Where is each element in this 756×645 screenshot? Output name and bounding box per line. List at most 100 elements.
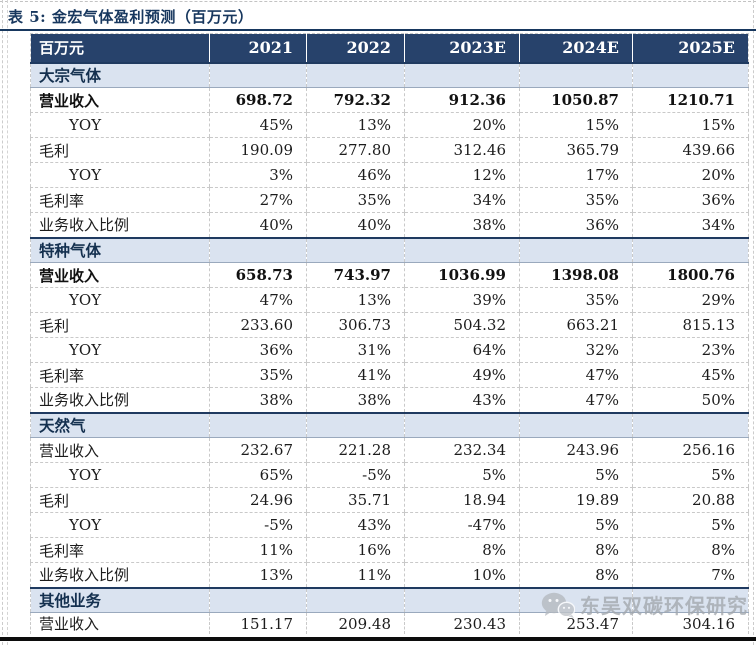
profit-forecast-table: 百万元 2021 2022 2023E 2024E 2025E 大宗气体 营业收入…	[30, 33, 749, 634]
value-cell: 35%	[209, 362, 307, 388]
row-label: YOY	[30, 462, 210, 488]
section-name: 特种气体	[30, 236, 210, 263]
table-row: YOY 65% -5% 5% 5% 5%	[30, 462, 749, 488]
value-cell: 41%	[306, 362, 405, 388]
table-row: YOY 3% 46% 12% 17% 20%	[30, 162, 749, 188]
title-underline	[0, 29, 756, 31]
value-cell: -47%	[404, 512, 520, 538]
table-row: 毛利 190.09 277.80 312.46 365.79 439.66	[30, 137, 749, 163]
value-cell: 20.88	[632, 487, 749, 513]
value-cell: 45%	[632, 362, 749, 388]
value-cell: -5%	[306, 462, 405, 488]
value-cell: 698.72	[209, 87, 307, 113]
value-cell: 35%	[519, 187, 633, 213]
value-cell: 34%	[632, 212, 749, 238]
value-cell: 663.21	[519, 312, 633, 338]
value-cell: 8%	[404, 537, 520, 563]
value-cell: 13%	[306, 112, 405, 138]
value-cell: 34%	[404, 187, 520, 213]
value-cell: 36%	[209, 337, 307, 363]
value-cell: 277.80	[306, 137, 405, 163]
value-cell: 43%	[404, 387, 520, 413]
row-label: 业务收入比例	[30, 562, 210, 588]
section-empty-cell	[519, 236, 633, 263]
value-cell: 40%	[209, 212, 307, 238]
row-label: YOY	[30, 162, 210, 188]
row-label: 毛利	[30, 312, 210, 338]
section-name: 天然气	[30, 411, 210, 438]
value-cell: 49%	[404, 362, 520, 388]
row-label: 营业收入	[30, 437, 210, 463]
value-cell: 815.13	[632, 312, 749, 338]
row-label: 毛利率	[30, 362, 210, 388]
value-cell: 38%	[404, 212, 520, 238]
value-cell: 43%	[306, 512, 405, 538]
value-cell: 304.16	[632, 612, 749, 634]
value-cell: 47%	[209, 287, 307, 313]
unit-header-cell: 百万元	[30, 33, 210, 63]
value-cell: 306.73	[306, 312, 405, 338]
table-row: 毛利 24.96 35.71 18.94 19.89 20.88	[30, 487, 749, 513]
value-cell: 5%	[632, 512, 749, 538]
value-cell: 8%	[632, 537, 749, 563]
value-cell: 19.89	[519, 487, 633, 513]
row-label: 营业收入	[30, 262, 210, 288]
table-row: 毛利率 27% 35% 34% 35% 36%	[30, 187, 749, 213]
table-row: 业务收入比例 38% 38% 43% 47% 50%	[30, 387, 749, 413]
value-cell: 17%	[519, 162, 633, 188]
value-cell: 46%	[306, 162, 405, 188]
value-cell: 912.36	[404, 87, 520, 113]
value-cell: 243.96	[519, 437, 633, 463]
table-row: YOY 36% 31% 64% 32% 23%	[30, 337, 749, 363]
section-empty-cell	[632, 61, 749, 88]
value-cell: 1036.99	[404, 262, 520, 288]
row-label: YOY	[30, 112, 210, 138]
section-empty-cell	[209, 586, 307, 613]
value-cell: 233.60	[209, 312, 307, 338]
section-empty-cell	[404, 586, 520, 613]
value-cell: 18.94	[404, 487, 520, 513]
value-cell: 35%	[519, 287, 633, 313]
table-row: 毛利率 11% 16% 8% 8% 8%	[30, 537, 749, 563]
page-edge-left-divider	[2, 0, 3, 645]
section-empty-cell	[209, 236, 307, 263]
value-cell: 15%	[632, 112, 749, 138]
value-cell: 16%	[306, 537, 405, 563]
section-empty-cell	[209, 411, 307, 438]
section-empty-cell	[306, 236, 405, 263]
value-cell: 209.48	[306, 612, 405, 634]
value-cell: 50%	[632, 387, 749, 413]
value-cell: 65%	[209, 462, 307, 488]
table-row: 营业收入 698.72 792.32 912.36 1050.87 1210.71	[30, 87, 749, 113]
table-row: YOY -5% 43% -47% 5% 5%	[30, 512, 749, 538]
value-cell: 47%	[519, 387, 633, 413]
row-label: 毛利	[30, 487, 210, 513]
section-header-row: 天然气	[30, 411, 749, 438]
value-cell: 1210.71	[632, 87, 749, 113]
value-cell: 8%	[519, 537, 633, 563]
value-cell: 8%	[519, 562, 633, 588]
value-cell: 29%	[632, 287, 749, 313]
section-header-row: 其他业务	[30, 586, 749, 613]
section-empty-cell	[404, 411, 520, 438]
value-cell: 253.47	[519, 612, 633, 634]
value-cell: 45%	[209, 112, 307, 138]
section-header-row: 特种气体	[30, 236, 749, 263]
value-cell: 38%	[209, 387, 307, 413]
value-cell: 256.16	[632, 437, 749, 463]
value-cell: 36%	[632, 187, 749, 213]
value-cell: 221.28	[306, 437, 405, 463]
value-cell: 743.97	[306, 262, 405, 288]
value-cell: 10%	[404, 562, 520, 588]
value-cell: 658.73	[209, 262, 307, 288]
value-cell: 7%	[632, 562, 749, 588]
value-cell: 47%	[519, 362, 633, 388]
section-empty-cell	[404, 236, 520, 263]
row-label: 营业收入	[30, 612, 210, 634]
value-cell: 38%	[306, 387, 405, 413]
value-cell: 5%	[519, 512, 633, 538]
section-empty-cell	[519, 61, 633, 88]
table-title: 表 5: 金宏气体盈利预测（百万元）	[8, 8, 254, 26]
page-edge-right-divider	[753, 0, 754, 645]
